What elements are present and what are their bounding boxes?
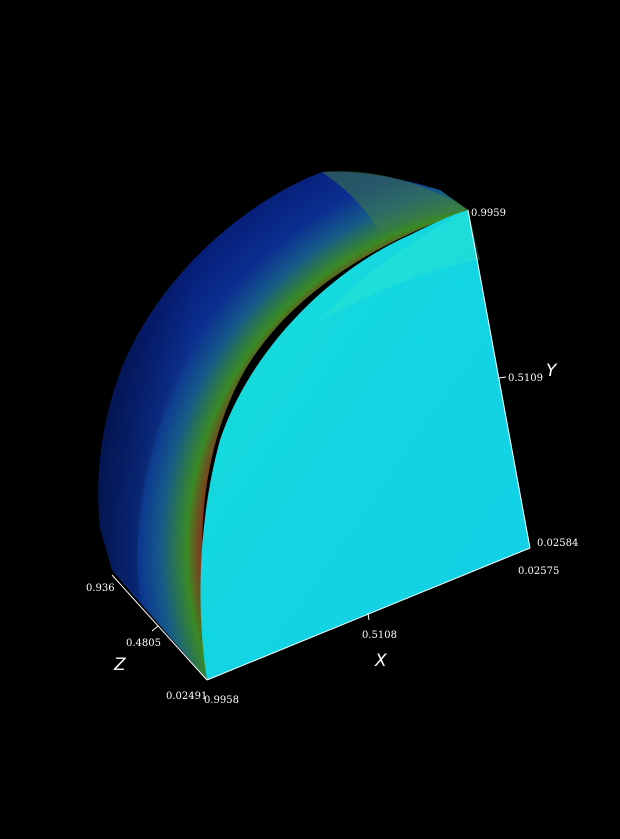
- y-tick-mark: [498, 376, 507, 379]
- cut-face-highlight: [320, 210, 480, 320]
- x-tick-label-mid: 0.5108: [362, 630, 397, 641]
- x-tick-label-max: 0.9958: [204, 695, 239, 706]
- y-tick-label-max: 0.9959: [471, 208, 506, 219]
- outer-shell-rim-shade: [98, 172, 340, 600]
- z-tick-label-mid: 0.4805: [126, 638, 161, 649]
- z-tick-label-min: 0.02491: [166, 691, 207, 702]
- x-tick-label-min: 0.02575: [518, 566, 559, 577]
- z-tick-label-max: 0.936: [86, 583, 115, 594]
- z-tick-mark: [151, 625, 159, 632]
- z-axis-line: [111, 574, 208, 681]
- y-tick-label-min: 0.02584: [537, 538, 578, 549]
- cut-face: [200, 210, 530, 680]
- y-axis-line: [467, 209, 531, 549]
- y-axis-title: Y: [546, 361, 558, 381]
- y-tick-label-mid: 0.5109: [508, 373, 543, 384]
- top-rim-band: [322, 171, 468, 232]
- x-tick-mark: [367, 612, 370, 621]
- x-axis-title: X: [374, 651, 387, 671]
- z-axis-title: Z: [113, 655, 126, 675]
